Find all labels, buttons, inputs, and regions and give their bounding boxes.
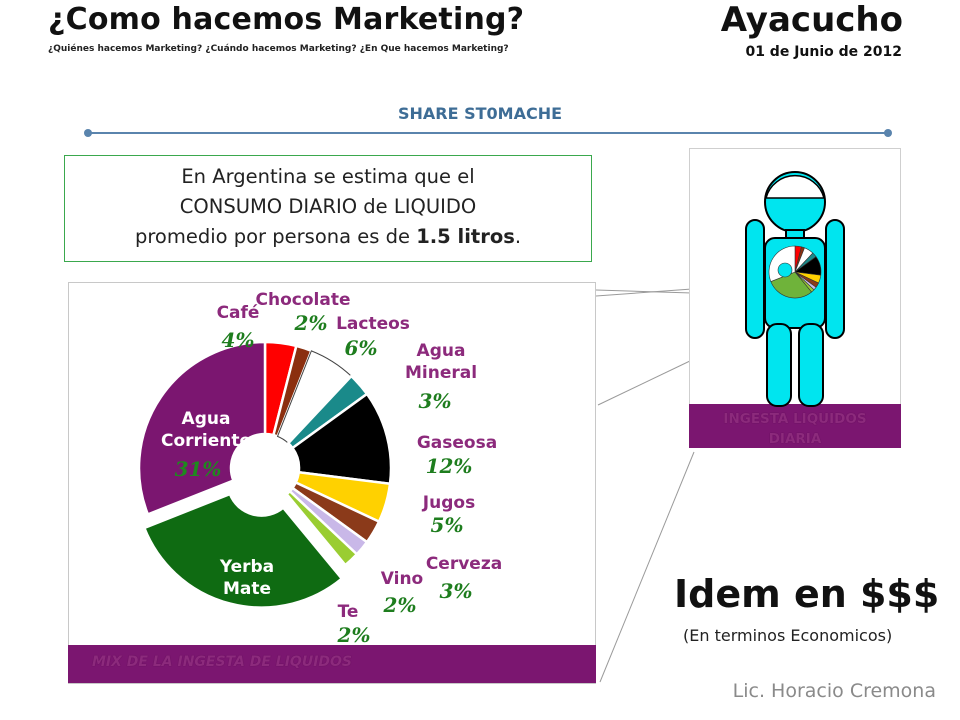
mini-pie-center (777, 262, 793, 278)
slice-value-agua-corriente: 31% (175, 457, 222, 481)
figure-arm-left (745, 219, 765, 339)
page-subtitle: ¿Quiénes hacemos Marketing? ¿Cuándo hace… (48, 44, 509, 54)
section-title: SHARE ST0MACHE (397, 104, 563, 123)
slice-label-caf-: Café (217, 303, 260, 323)
slice-label-agua-corriente: Agua (182, 409, 231, 429)
figure-arm-right (825, 219, 845, 339)
slice-value-agua-mineral: 3% (419, 389, 452, 413)
slice-label-agua-mineral: Agua (417, 341, 466, 361)
slice-label-jugos: Jugos (422, 493, 475, 513)
pie-slice-gaseosa (290, 392, 393, 486)
slice-value-jugos: 5% (431, 513, 464, 537)
chart-banner-label: MIX DE LA INGESTA DE LIQUIDOS (92, 654, 353, 670)
city-title: Ayacucho (720, 0, 903, 40)
slice-value-lacteos: 6% (345, 336, 378, 360)
slice-value-chocolate: 2% (294, 311, 328, 335)
intro-line: CONSUMO DIARIO de LIQUIDO (179, 195, 477, 218)
slice-label-te: Te (338, 602, 359, 622)
slice-label-lacteos: Lacteos (336, 314, 410, 334)
page-title: ¿Como hacemos Marketing? (48, 2, 525, 37)
figure-leg-left (766, 323, 792, 407)
slice-value-yerba-mate: 30% (226, 608, 262, 626)
figure-banner-label: INGESTA LIQUIDOS DIARIA (689, 409, 901, 449)
slice-label-yerba-mate: Yerba (219, 557, 274, 577)
intro-emphasis: 1.5 litros (416, 225, 515, 248)
slice-label-gaseosa: Gaseosa (417, 433, 497, 453)
intro-line: promedio por persona es de 1.5 litros. (65, 222, 591, 252)
pie-slice-agua-corriente (137, 340, 267, 517)
chart-banner (68, 645, 596, 683)
slice-label-chocolate: Chocolate (256, 290, 351, 310)
slice-label-cerveza: Cerveza (426, 554, 502, 574)
mini-pie-chart (768, 245, 822, 299)
figure-banner-line: INGESTA LIQUIDOS (723, 411, 867, 427)
date-label: 01 de Junio de 2012 (745, 44, 902, 60)
figure-banner-line: DIARIA (768, 431, 822, 447)
slice-value-gaseosa: 12% (426, 454, 473, 478)
idem-subtitle: (En terminos Economicos) (683, 626, 893, 645)
intro-text: promedio por persona es de (134, 225, 417, 248)
slice-value-vino: 2% (383, 593, 417, 617)
intro-text: . (514, 225, 522, 248)
slice-label-agua-mineral: Mineral (405, 363, 477, 383)
slice-label-vino: Vino (381, 569, 423, 589)
intro-textbox: En Argentina se estima que el CONSUMO DI… (64, 155, 592, 262)
slice-value-cerveza: 3% (440, 579, 473, 603)
figure-head-empty (765, 174, 825, 199)
person-figure-illustration (745, 171, 845, 407)
figure-banner (689, 404, 901, 448)
slice-value-te: 2% (337, 623, 371, 647)
idem-title: Idem en $$$ (674, 572, 940, 616)
author-name: Lic. Horacio Cremona (732, 680, 936, 702)
intro-line: En Argentina se estima que el (181, 165, 475, 188)
mini-pie-slice (770, 271, 812, 299)
pie-slice-yerba-mate (142, 492, 344, 609)
figure-leg-right (798, 323, 824, 407)
pie-slice-te (284, 489, 359, 567)
slice-label-yerba-mate: Mate (223, 579, 271, 599)
slice-value-caf-: 4% (222, 328, 255, 352)
slice-label-agua-corriente: Corriente (161, 431, 251, 451)
